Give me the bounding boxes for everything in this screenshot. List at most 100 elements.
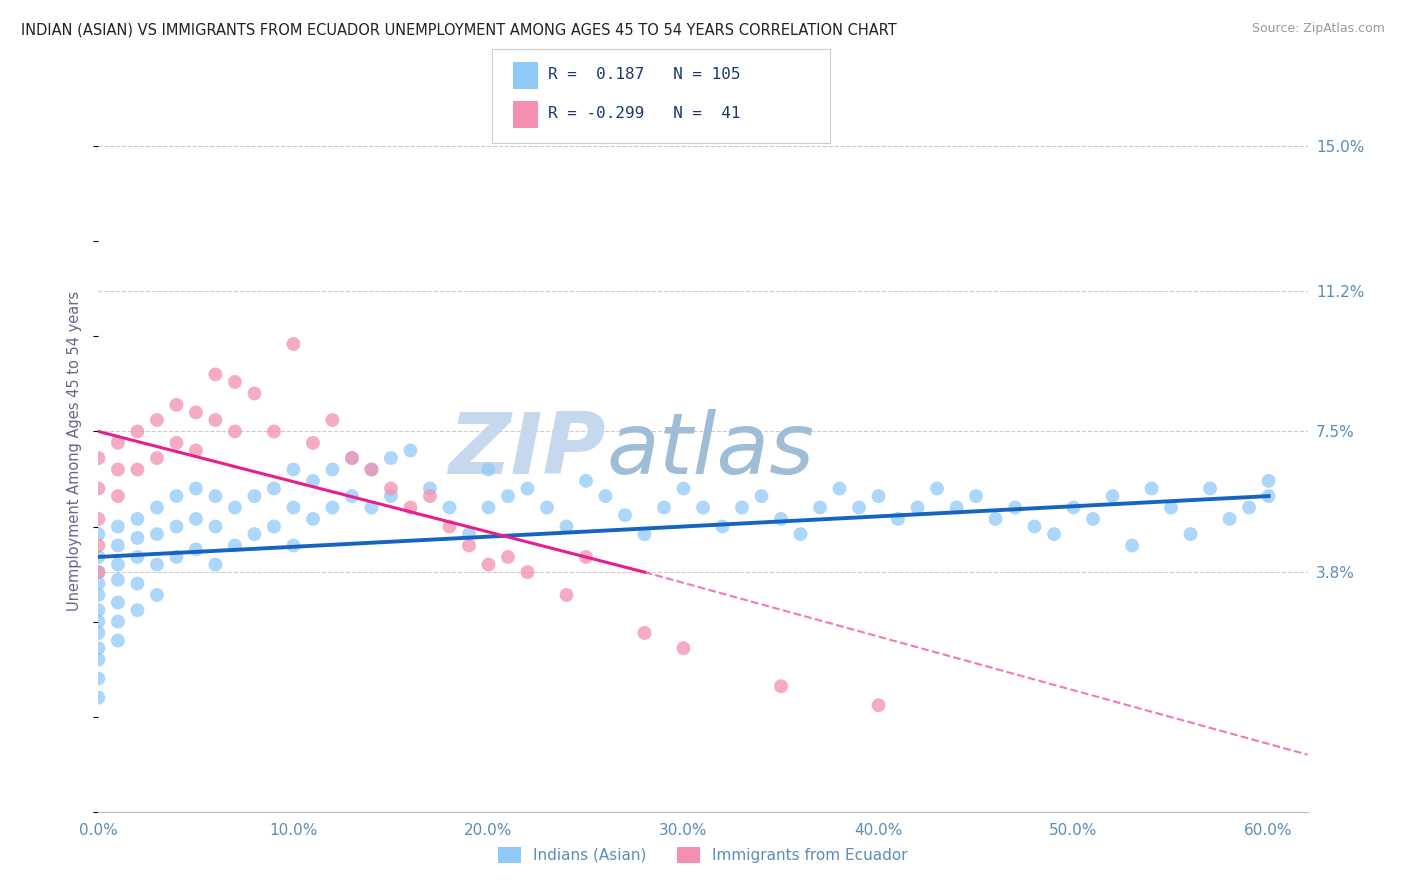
Point <box>516 482 538 496</box>
Point <box>302 512 325 526</box>
Text: INDIAN (ASIAN) VS IMMIGRANTS FROM ECUADOR UNEMPLOYMENT AMONG AGES 45 TO 54 YEARS: INDIAN (ASIAN) VS IMMIGRANTS FROM ECUADO… <box>21 22 897 37</box>
Point <box>380 489 402 503</box>
Point <box>146 558 169 572</box>
Point <box>340 489 363 503</box>
Point <box>146 500 169 515</box>
Point <box>146 588 169 602</box>
Point <box>1140 482 1163 496</box>
Point <box>87 549 110 564</box>
Point <box>204 368 226 382</box>
Point <box>868 489 890 503</box>
Point <box>439 519 461 533</box>
Point <box>283 462 305 476</box>
Point <box>146 451 169 466</box>
Point <box>419 489 441 503</box>
Point <box>692 500 714 515</box>
Point <box>321 462 343 476</box>
Point <box>1004 500 1026 515</box>
Point <box>127 462 149 476</box>
Point <box>107 489 129 503</box>
Point <box>107 558 129 572</box>
Point <box>945 500 967 515</box>
Point <box>263 519 285 533</box>
Point <box>165 398 187 412</box>
Point <box>555 588 578 602</box>
Point <box>439 500 461 515</box>
Point <box>711 519 734 533</box>
Point <box>107 615 129 629</box>
Point <box>399 443 422 458</box>
Point <box>87 539 110 553</box>
Point <box>672 482 695 496</box>
Point <box>555 519 578 533</box>
Point <box>302 474 325 488</box>
Point <box>87 527 110 541</box>
Point <box>1081 512 1104 526</box>
Point <box>204 489 226 503</box>
Point <box>536 500 558 515</box>
Point <box>340 451 363 466</box>
Point <box>321 413 343 427</box>
Point <box>1024 519 1046 533</box>
Point <box>283 500 305 515</box>
Point <box>477 500 499 515</box>
Point <box>165 519 187 533</box>
Point <box>399 500 422 515</box>
Point <box>184 443 207 458</box>
Point <box>652 500 675 515</box>
Point <box>848 500 870 515</box>
Point <box>127 576 149 591</box>
Point <box>184 405 207 419</box>
Point <box>204 413 226 427</box>
Point <box>107 573 129 587</box>
Point <box>984 512 1007 526</box>
Point <box>165 435 187 450</box>
Point <box>107 633 129 648</box>
Point <box>107 539 129 553</box>
Legend: Indians (Asian), Immigrants from Ecuador: Indians (Asian), Immigrants from Ecuador <box>492 841 914 869</box>
Point <box>1257 474 1279 488</box>
Point <box>1063 500 1085 515</box>
Point <box>302 435 325 450</box>
Point <box>224 539 246 553</box>
Point <box>87 565 110 579</box>
Point <box>731 500 754 515</box>
Point <box>204 558 226 572</box>
Point <box>165 489 187 503</box>
Point <box>243 386 266 401</box>
Point <box>243 527 266 541</box>
Point <box>595 489 617 503</box>
Point <box>204 519 226 533</box>
Point <box>360 462 382 476</box>
Point <box>633 527 655 541</box>
Point <box>925 482 948 496</box>
Point <box>87 690 110 705</box>
Point <box>477 558 499 572</box>
Point <box>87 641 110 656</box>
Point <box>107 462 129 476</box>
Point <box>127 531 149 545</box>
Point <box>633 626 655 640</box>
Point <box>263 482 285 496</box>
Point <box>340 451 363 466</box>
Text: ZIP: ZIP <box>449 409 606 492</box>
Point <box>146 413 169 427</box>
Text: atlas: atlas <box>606 409 814 492</box>
Point <box>458 527 481 541</box>
Point <box>224 500 246 515</box>
Point <box>87 603 110 617</box>
Point <box>1237 500 1260 515</box>
Point <box>769 512 792 526</box>
Point <box>224 375 246 389</box>
Point <box>87 451 110 466</box>
Point <box>907 500 929 515</box>
Point <box>575 474 598 488</box>
Point <box>87 626 110 640</box>
Point <box>360 462 382 476</box>
Point <box>107 519 129 533</box>
Point <box>1257 489 1279 503</box>
Point <box>127 603 149 617</box>
Point <box>283 539 305 553</box>
Point <box>496 549 519 564</box>
Point <box>477 462 499 476</box>
